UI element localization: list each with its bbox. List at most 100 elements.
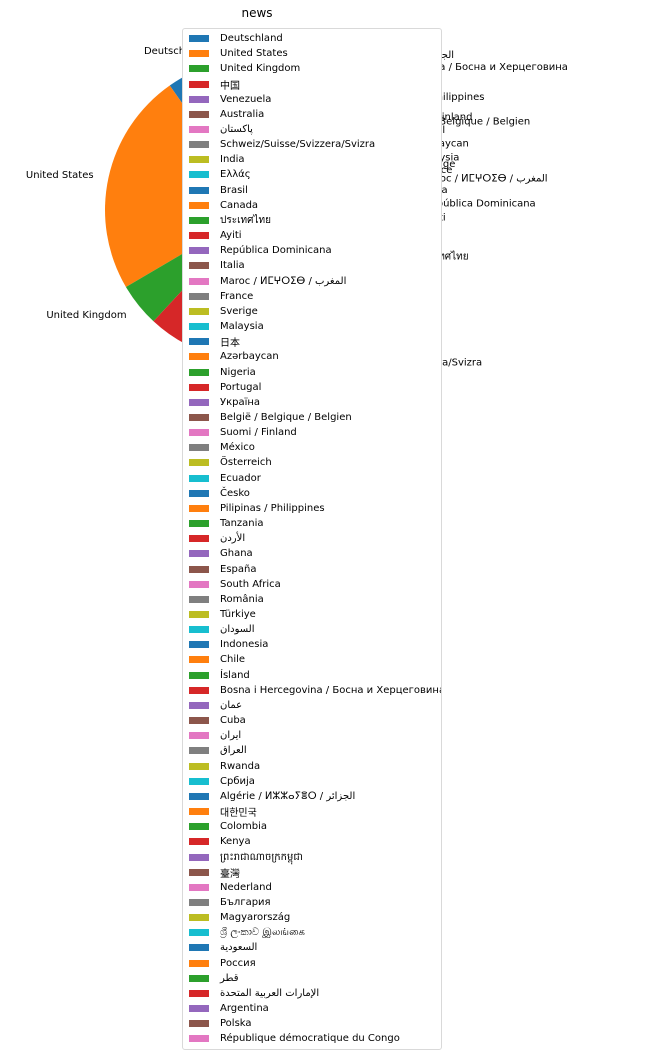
legend-item: Australia (183, 107, 441, 122)
legend-label: Brasil (220, 184, 248, 196)
legend-label: Italia (220, 260, 245, 272)
legend-swatch (189, 413, 209, 421)
legend-item: България (183, 895, 441, 910)
legend-label: Venezuela (220, 93, 272, 105)
legend-label: Australia (220, 108, 265, 120)
legend-swatch (189, 595, 209, 603)
legend-label: România (220, 593, 264, 605)
legend-label: عمان (220, 699, 243, 711)
legend-item: România (183, 592, 441, 607)
legend-item: India (183, 152, 441, 167)
legend-item: Србија (183, 774, 441, 789)
legend-label: Ayiti (220, 230, 242, 242)
legend-swatch (189, 929, 209, 937)
legend-swatch (189, 611, 209, 619)
legend-swatch (189, 989, 209, 997)
slice-label: United States (26, 170, 94, 181)
legend-swatch (189, 277, 209, 285)
legend-swatch (189, 520, 209, 528)
legend-item: 中国 (183, 76, 441, 92)
legend-label: Nederland (220, 881, 272, 893)
legend-swatch (189, 126, 209, 134)
legend-swatch (189, 898, 209, 906)
legend-swatch (189, 944, 209, 952)
legend-item: United States (183, 46, 441, 61)
legend-label: 中国 (220, 80, 240, 92)
legend-label: Canada (220, 199, 259, 211)
legend-label: 日本 (220, 338, 240, 350)
legend-swatch (189, 777, 209, 785)
legend-item: Magyarország (183, 910, 441, 925)
legend-label: Ghana (220, 548, 253, 560)
legend-swatch (189, 641, 209, 649)
legend-swatch (189, 747, 209, 755)
legend-swatch (189, 914, 209, 922)
legend-label: Kenya (220, 836, 251, 848)
legend-swatch (189, 338, 209, 346)
legend-swatch (189, 50, 209, 58)
legend-label: السعودية (220, 942, 258, 954)
legend-label: Colombia (220, 821, 267, 833)
legend-label: العراق (220, 745, 247, 757)
legend-label: France (220, 290, 254, 302)
legend-label: Azərbaycan (220, 351, 279, 363)
legend-swatch (189, 171, 209, 179)
legend-swatch (189, 626, 209, 634)
legend-swatch (189, 216, 209, 224)
legend-swatch (189, 368, 209, 376)
legend-swatch (189, 565, 209, 573)
legend-label: Србија (220, 775, 255, 787)
legend-item: España (183, 561, 441, 576)
legend-item: Azərbaycan (183, 349, 441, 364)
legend-item: Polska (183, 1016, 441, 1031)
legend-swatch (189, 671, 209, 679)
legend-label: السودان (220, 624, 255, 636)
legend-label: الإمارات العربية المتحدة (220, 987, 320, 999)
legend-item: Argentina (183, 1001, 441, 1016)
legend-item: الأردن (183, 531, 441, 546)
legend-swatch (189, 110, 209, 118)
legend-label: Chile (220, 654, 246, 666)
legend-item: Ísland (183, 668, 441, 683)
legend-label: 대한민국 (220, 808, 257, 820)
legend-item: Ελλάς (183, 167, 441, 182)
legend-item: السودان (183, 622, 441, 637)
legend-label: Suomi / Finland (220, 427, 297, 439)
legend-label: Portugal (220, 381, 262, 393)
legend-swatch (189, 65, 209, 73)
legend-label: Türkiye (220, 609, 256, 621)
legend-swatch (189, 80, 209, 88)
legend-swatch (189, 701, 209, 709)
legend-item: ශ්‍රී ලංකාව இலங்கை (183, 925, 441, 940)
legend-label: Magyarország (220, 912, 291, 924)
legend-label: 臺灣 (220, 868, 240, 880)
legend-item: عمان (183, 698, 441, 713)
legend-label: България (220, 896, 271, 908)
legend-item: République démocratique du Congo (183, 1031, 441, 1046)
legend-item: Maroc / ⵍⵎⵖⵔⵉⴱ / المغرب (183, 274, 441, 289)
legend-item: السعودية (183, 940, 441, 955)
legend-swatch (189, 792, 209, 800)
legend-label: Deutschland (220, 33, 283, 45)
legend-swatch (189, 429, 209, 437)
legend-item: Suomi / Finland (183, 425, 441, 440)
slice-label: República Dominicana (424, 198, 536, 210)
legend-label: Bosna i Hercegovina / Босна и Херцеговин… (220, 684, 441, 696)
legend-label: Україна (220, 396, 261, 408)
legend-item: Algérie / ⵍⵣⵣⴰⵢⴻⵔ / الجزائر (183, 789, 441, 804)
legend-item: Chile (183, 652, 441, 667)
chart-legend: Deutschland United States United Kingdom 中国… (182, 28, 442, 1051)
legend-item: Ghana (183, 546, 441, 561)
legend-swatch (189, 489, 209, 497)
legend-label: Pilipinas / Philippines (220, 502, 325, 514)
legend-swatch (189, 141, 209, 149)
legend-swatch (189, 474, 209, 482)
slice-label: United Kingdom (46, 310, 126, 321)
legend-swatch (189, 838, 209, 846)
legend-swatch (189, 762, 209, 770)
legend-label: República Dominicana (220, 245, 332, 257)
slice-label: Bosna i Hercegovina / Босна и Херцеговин… (343, 62, 568, 73)
legend-item: ព្រះរាជាណាចក្រកម្ពុជា (183, 849, 441, 864)
legend-label: ایران (220, 730, 242, 742)
legend-item: Nederland (183, 880, 441, 895)
